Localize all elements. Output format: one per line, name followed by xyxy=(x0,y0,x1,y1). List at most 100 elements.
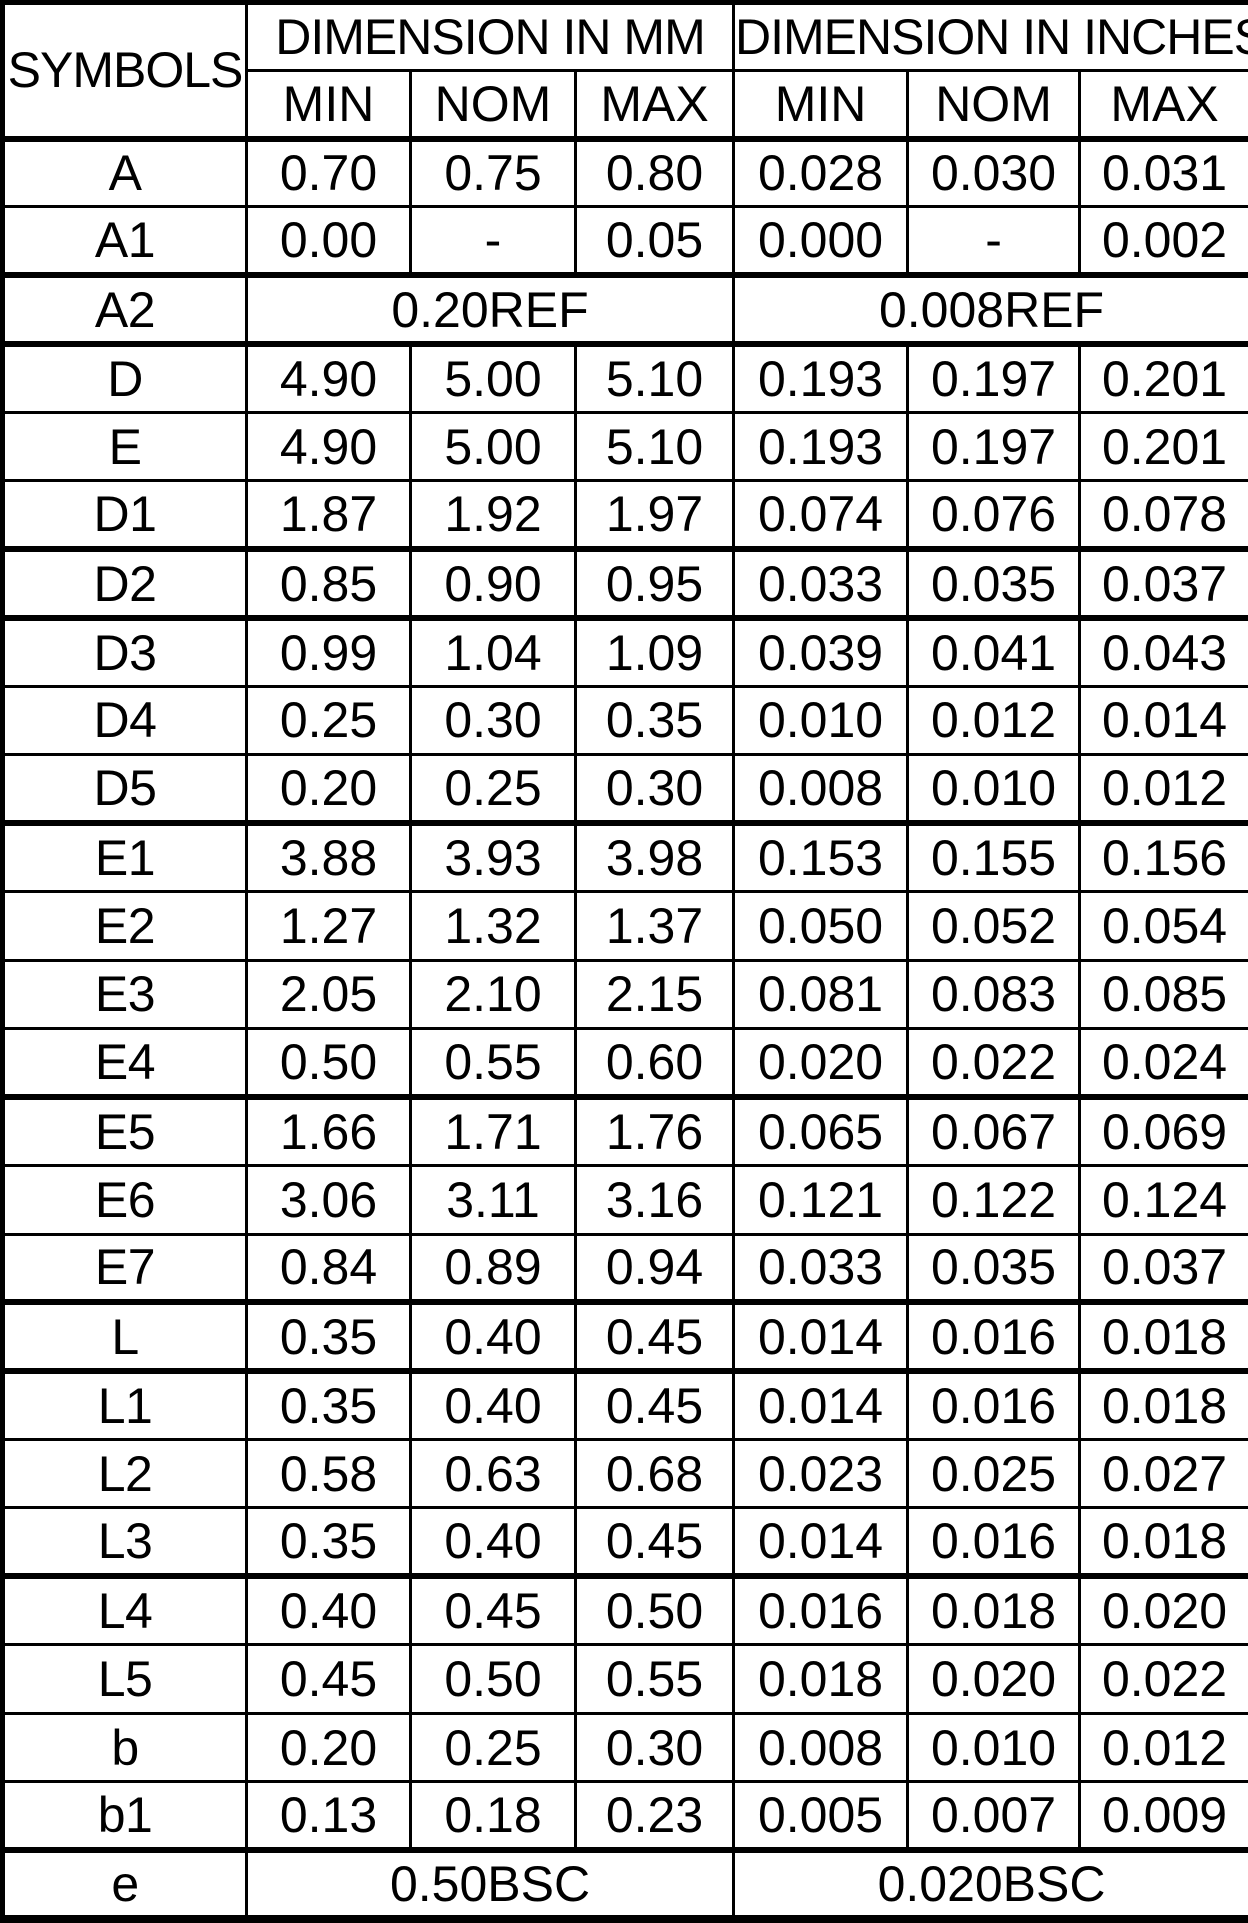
symbol-cell: L2 xyxy=(1,1437,248,1510)
inches-value-cell: 0.069 xyxy=(1078,1094,1248,1168)
inches-value-cell: 0.081 xyxy=(732,958,910,1031)
symbol-cell: L4 xyxy=(1,1573,248,1647)
symbol-cell: D1 xyxy=(1,479,248,551)
inches-value-cell: - xyxy=(906,205,1082,277)
inches-value-cell: 0.012 xyxy=(1078,753,1248,825)
inches-value-cell: 0.201 xyxy=(1078,410,1248,483)
inches-span-cell: 0.020BSC xyxy=(732,1847,1248,1923)
table-row: D2 0.85 0.90 0.95 0.033 0.035 0.037 xyxy=(1,546,1248,620)
mm-value-cell: 0.25 xyxy=(409,753,577,825)
mm-group-header: DIMENSION IN MM xyxy=(244,1,736,72)
mm-value-cell: 0.30 xyxy=(409,684,577,757)
table-row: E2 1.27 1.32 1.37 0.050 0.052 0.054 xyxy=(1,890,1248,962)
inches-value-cell: 0.005 xyxy=(732,1780,910,1852)
mm-value-cell: 0.84 xyxy=(245,1232,412,1304)
table-row: E5 1.66 1.71 1.76 0.065 0.067 0.069 xyxy=(1,1094,1248,1168)
mm-value-cell: 0.20 xyxy=(245,1711,412,1784)
mm-value-cell: 0.45 xyxy=(573,1506,736,1578)
mm-value-cell: 0.68 xyxy=(573,1437,736,1510)
table-row: E6 3.06 3.11 3.16 0.121 0.122 0.124 xyxy=(1,1164,1248,1236)
inches-value-cell: 0.050 xyxy=(732,890,910,962)
inches-value-cell: 0.016 xyxy=(906,1506,1082,1578)
mm-value-cell: 0.40 xyxy=(409,1367,577,1441)
inches-group-header: DIMENSION IN INCHES xyxy=(732,1,1248,72)
table-header: SYMBOLS DIMENSION IN MM DIMENSION IN INC… xyxy=(1,1,1248,140)
inches-value-cell: 0.065 xyxy=(732,1094,910,1168)
inches-value-cell: 0.193 xyxy=(732,410,910,483)
mm-value-cell: 1.66 xyxy=(245,1094,412,1168)
table-row: b 0.20 0.25 0.30 0.008 0.010 0.012 xyxy=(1,1711,1248,1784)
inches-value-cell: 0.018 xyxy=(1078,1299,1248,1373)
table-row: D4 0.25 0.30 0.35 0.010 0.012 0.014 xyxy=(1,684,1248,757)
inches-value-cell: 0.052 xyxy=(906,890,1082,962)
mm-value-cell: 0.60 xyxy=(573,1027,736,1099)
mm-value-cell: 4.90 xyxy=(245,410,412,483)
mm-value-cell: 0.90 xyxy=(409,546,577,620)
symbol-cell: e xyxy=(1,1847,248,1923)
mm-value-cell: 0.25 xyxy=(245,684,412,757)
symbol-cell: E7 xyxy=(1,1232,248,1304)
table-row: A1 0.00-0.05 0.000-0.002 xyxy=(1,205,1248,277)
mm-span-cell: 0.20REF xyxy=(244,272,736,346)
inches-value-cell: 0.018 xyxy=(1078,1506,1248,1578)
table-row: L5 0.45 0.50 0.55 0.018 0.020 0.022 xyxy=(1,1643,1248,1715)
mm-value-cell: 2.15 xyxy=(573,958,736,1031)
inches-value-cell: 0.074 xyxy=(732,479,910,551)
mm-value-cell: 0.05 xyxy=(573,205,736,277)
table-row: L2 0.58 0.63 0.68 0.023 0.025 0.027 xyxy=(1,1437,1248,1510)
inches-value-cell: 0.009 xyxy=(1078,1780,1248,1852)
inches-value-cell: 0.018 xyxy=(906,1573,1082,1647)
inches-value-cell: 0.083 xyxy=(906,958,1082,1031)
mm-value-cell: 0.45 xyxy=(573,1299,736,1373)
table-row: E4 0.50 0.55 0.60 0.020 0.022 0.024 xyxy=(1,1027,1248,1099)
inches-value-cell: 0.000 xyxy=(732,205,910,277)
mm-value-cell: 0.70 xyxy=(245,135,412,209)
header-sub-row: MIN NOM MAX MIN NOM MAX xyxy=(3,69,1248,140)
inches-value-cell: 0.193 xyxy=(732,340,910,414)
inches-value-cell: 0.124 xyxy=(1078,1164,1248,1236)
inches-value-cell: 0.012 xyxy=(906,684,1082,757)
mm-span-cell: 0.50BSC xyxy=(244,1847,736,1923)
inches-value-cell: 0.035 xyxy=(906,546,1082,620)
inches-min-header: MIN xyxy=(732,69,910,140)
mm-value-cell: 1.32 xyxy=(409,890,577,962)
inches-value-cell: 0.027 xyxy=(1078,1437,1248,1510)
mm-value-cell: 0.35 xyxy=(245,1299,412,1373)
inches-value-cell: 0.033 xyxy=(732,546,910,620)
symbol-cell: E3 xyxy=(1,958,248,1031)
inches-value-cell: 0.025 xyxy=(906,1437,1082,1510)
symbol-cell: E4 xyxy=(1,1027,248,1099)
table-row: L3 0.35 0.40 0.45 0.014 0.016 0.018 xyxy=(1,1506,1248,1578)
mm-value-cell: 0.35 xyxy=(245,1367,412,1441)
symbol-cell: A2 xyxy=(1,272,248,346)
inches-value-cell: 0.037 xyxy=(1078,546,1248,620)
inches-value-cell: 0.014 xyxy=(732,1299,910,1373)
symbol-cell: E5 xyxy=(1,1094,248,1168)
mm-value-cell: 0.50 xyxy=(573,1573,736,1647)
mm-value-cell: 1.27 xyxy=(245,890,412,962)
header-group-row: SYMBOLS DIMENSION IN MM DIMENSION IN INC… xyxy=(1,1,1248,140)
inches-value-cell: 0.012 xyxy=(1078,1711,1248,1784)
mm-max-header: MAX xyxy=(573,69,736,140)
mm-value-cell: 1.97 xyxy=(573,479,736,551)
inches-value-cell: 0.020 xyxy=(1078,1573,1248,1647)
table-row: E7 0.84 0.89 0.94 0.033 0.035 0.037 xyxy=(1,1232,1248,1304)
table-row: E1 3.88 3.93 3.98 0.153 0.155 0.156 xyxy=(1,820,1248,894)
inches-value-cell: 0.018 xyxy=(1078,1367,1248,1441)
table-row: L1 0.35 0.40 0.45 0.014 0.016 0.018 xyxy=(1,1367,1248,1441)
mm-value-cell: 0.40 xyxy=(409,1506,577,1578)
mm-value-cell: 0.58 xyxy=(245,1437,412,1510)
table-row: D 4.90 5.00 5.10 0.193 0.197 0.201 xyxy=(1,340,1248,414)
table-row: D5 0.20 0.25 0.30 0.008 0.010 0.012 xyxy=(1,753,1248,825)
inches-value-cell: 0.008 xyxy=(732,1711,910,1784)
inches-value-cell: 0.014 xyxy=(732,1367,910,1441)
mm-value-cell: 2.10 xyxy=(409,958,577,1031)
mm-value-cell: 0.80 xyxy=(573,135,736,209)
inches-value-cell: 0.016 xyxy=(906,1299,1082,1373)
table-row: E 4.90 5.00 5.10 0.193 0.197 0.201 xyxy=(1,410,1248,483)
mm-value-cell: 0.35 xyxy=(573,684,736,757)
mm-value-cell: 0.75 xyxy=(409,135,577,209)
inches-value-cell: 0.197 xyxy=(906,340,1082,414)
mm-value-cell: 0.55 xyxy=(409,1027,577,1099)
